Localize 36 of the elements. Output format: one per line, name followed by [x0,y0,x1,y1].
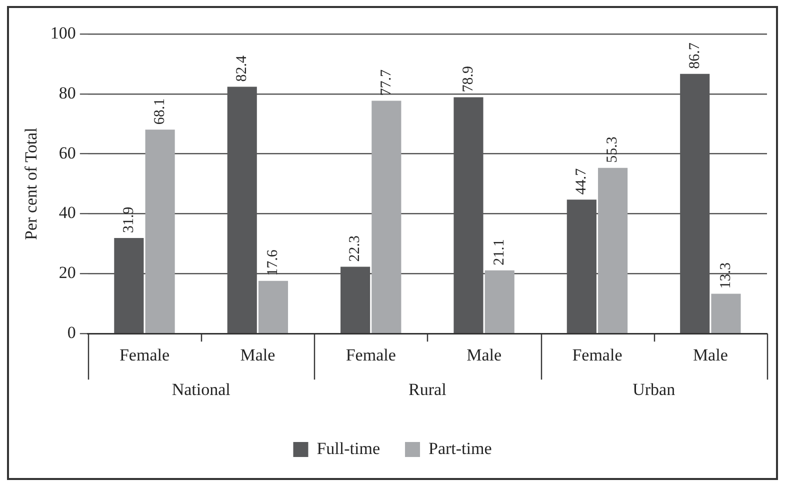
bar [145,130,175,333]
text: Urban [632,380,676,400]
data-label: 68.1 [152,98,168,125]
x-tick-label: Male [240,345,276,364]
bar [258,280,288,333]
data-label: 17.6 [265,249,282,276]
legend-label: Full-time [316,438,380,458]
y-tick-label: 20 [58,263,76,282]
x-tick-label: Female [346,345,396,364]
bar [484,270,514,333]
data-label: 86.7 [686,42,703,69]
y-tick-label: 0 [67,323,76,342]
y-tick-label: 40 [58,203,76,222]
data-label: 21.1 [492,239,508,266]
y-tick-label: 100 [50,23,76,42]
data-label: 13.3 [718,262,734,289]
data-label: 78.9 [460,66,476,92]
y-tick-label: 80 [58,83,76,102]
data-label: 31.9 [120,206,137,234]
y-tick-label: 60 [58,143,76,162]
bar [711,294,741,333]
x-tick-label: Female [119,345,170,364]
text: Rural [408,380,447,400]
bar [372,100,402,333]
data-label: 22.3 [347,236,364,262]
text: National [172,380,231,400]
x-tick-label: Female [572,345,622,364]
data-label: 55.3 [604,136,621,163]
x-tick-label: Male [692,345,728,364]
x-tick-label: Male [466,345,502,364]
data-label: 44.7 [574,168,590,195]
bar [598,168,628,333]
y-axis-title: Per cent of Total [22,127,41,240]
data-label: 77.7 [378,69,394,96]
legend-label: Part-time [428,438,492,458]
data-label: 82.4 [234,54,250,82]
